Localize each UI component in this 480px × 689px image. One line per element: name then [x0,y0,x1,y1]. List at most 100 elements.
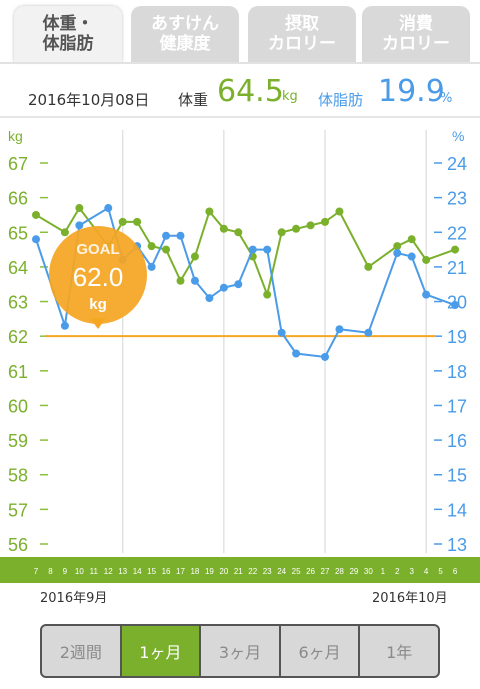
x-tick-label: 15 [147,567,156,576]
tab-calorie-burn[interactable]: 消費 カロリー [362,6,470,62]
body-fat-data-point [75,221,84,230]
goal-bubble-pointer [90,318,106,329]
weight-data-point [162,245,171,254]
body-fat-data-point [335,325,344,334]
period-1-year-button[interactable]: 1年 [358,624,440,678]
left-tick-label: 63 [8,293,28,313]
right-tick-label: 14 [447,500,467,520]
weight-data-point [190,252,199,261]
body-fat-data-point [104,204,113,213]
x-tick-label: 25 [292,567,301,576]
weight-data-point [75,204,84,213]
right-tick-label: 23 [447,189,467,209]
x-tick-label: 30 [364,567,373,576]
left-tick-label: 59 [8,431,28,451]
x-tick-label: 13 [118,567,127,576]
weight-data-point [176,276,185,285]
body-fat-data-point [407,252,416,261]
x-tick-label: 7 [34,567,39,576]
period-2-weeks-button[interactable]: 2週間 [40,624,122,678]
right-tick-label: 21 [447,258,467,278]
right-axis-label: % [452,128,464,144]
x-tick-label: 29 [349,567,358,576]
tab-label-line2: カロリー [268,34,336,54]
right-tick-label: 24 [447,154,467,174]
tab-label-line2: カロリー [382,34,450,54]
date-axis-bar [0,557,480,583]
left-tick-label: 61 [8,362,28,382]
x-tick-label: 3 [409,567,414,576]
body-fat-data-point [205,294,214,303]
x-tick-label: 11 [90,567,99,576]
weight-data-point [407,235,416,244]
body-fat-data-point [292,349,301,358]
body-fat-data-point [60,321,69,330]
weight-data-point [118,217,127,226]
weight-data-point [32,210,40,219]
period-6-months-button[interactable]: 6ヶ月 [278,624,361,678]
weight-label: 体重 [178,91,209,109]
tab-label-line2: 健康度 [159,34,211,54]
summary-bar: 2016年10月08日 体重 64.5 kg 体脂肪 19.9 % [0,66,480,114]
x-tick-label: 4 [424,567,429,576]
tab-bar-underline [0,62,480,64]
weight-data-point [147,242,156,251]
weight-data-point [263,290,272,299]
tab-weight-body-fat[interactable]: 体重・ 体脂肪 [14,6,122,62]
left-tick-label: 58 [8,466,28,486]
weight-data-point [321,217,329,226]
body-fat-label: 体脂肪 [318,91,364,109]
tab-label-line1: あすけん [151,14,219,34]
body-fat-data-point [176,231,185,240]
weight-data-point [364,262,373,271]
weight-data-point [451,245,460,254]
goal-bubble-circle [49,226,147,324]
summary-divider [0,116,480,118]
goal-bubble: GOAL 62.0 kg [49,226,147,329]
x-tick-label: 9 [63,567,68,576]
month-label-left: 2016年9月 [40,591,108,606]
body-fat-data-point [277,328,286,337]
tab-label-line1: 体重・ [42,14,94,34]
weight-data-point [277,228,286,237]
x-tick-label: 5 [438,567,443,576]
right-tick-label: 13 [447,535,467,555]
x-tick-label: 2 [395,567,400,576]
weight-data-point [292,224,301,233]
left-tick-label: 60 [8,396,28,416]
weight-data-point [234,228,243,237]
period-1-month-button[interactable]: 1ヶ月 [119,624,202,678]
left-tick-label: 64 [8,258,28,278]
body-fat-data-point [364,328,373,337]
tab-health-score[interactable]: あすけん 健康度 [131,6,239,62]
body-fat-data-point [321,352,329,361]
weight-data-point [133,217,142,226]
left-tick-label: 62 [8,327,28,347]
weight-data-point [422,255,431,264]
period-selector: 2週間 1ヶ月 3ヶ月 6ヶ月 1年 [40,624,440,678]
right-tick-label: 18 [447,362,467,382]
x-tick-label: 26 [306,567,315,576]
body-fat-data-point [451,301,460,310]
right-tick-label: 22 [447,223,467,243]
goal-value: 62.0 [73,262,124,292]
goal-label: GOAL [76,241,119,258]
left-tick-label: 67 [8,154,28,174]
x-tick-label: 28 [335,567,344,576]
body-fat-data-point [393,249,402,258]
x-tick-label: 14 [133,567,142,576]
body-fat-data-point [219,283,228,292]
x-tick-label: 27 [321,567,330,576]
period-3-months-button[interactable]: 3ヶ月 [199,624,281,678]
summary-date: 2016年10月08日 [28,91,150,109]
x-tick-label: 6 [453,567,458,576]
weight-data-point [219,224,228,233]
tab-label-line1: 消費 [399,14,433,34]
tab-calorie-intake[interactable]: 摂取 カロリー [248,6,356,62]
x-tick-label: 20 [219,567,228,576]
x-tick-label: 23 [263,567,272,576]
weight-fat-chart: 5657585960616263646566671314151617181920… [0,128,480,583]
weight-unit: kg [282,89,298,104]
body-fat-data-point [263,245,272,254]
x-tick-label: 10 [75,567,84,576]
